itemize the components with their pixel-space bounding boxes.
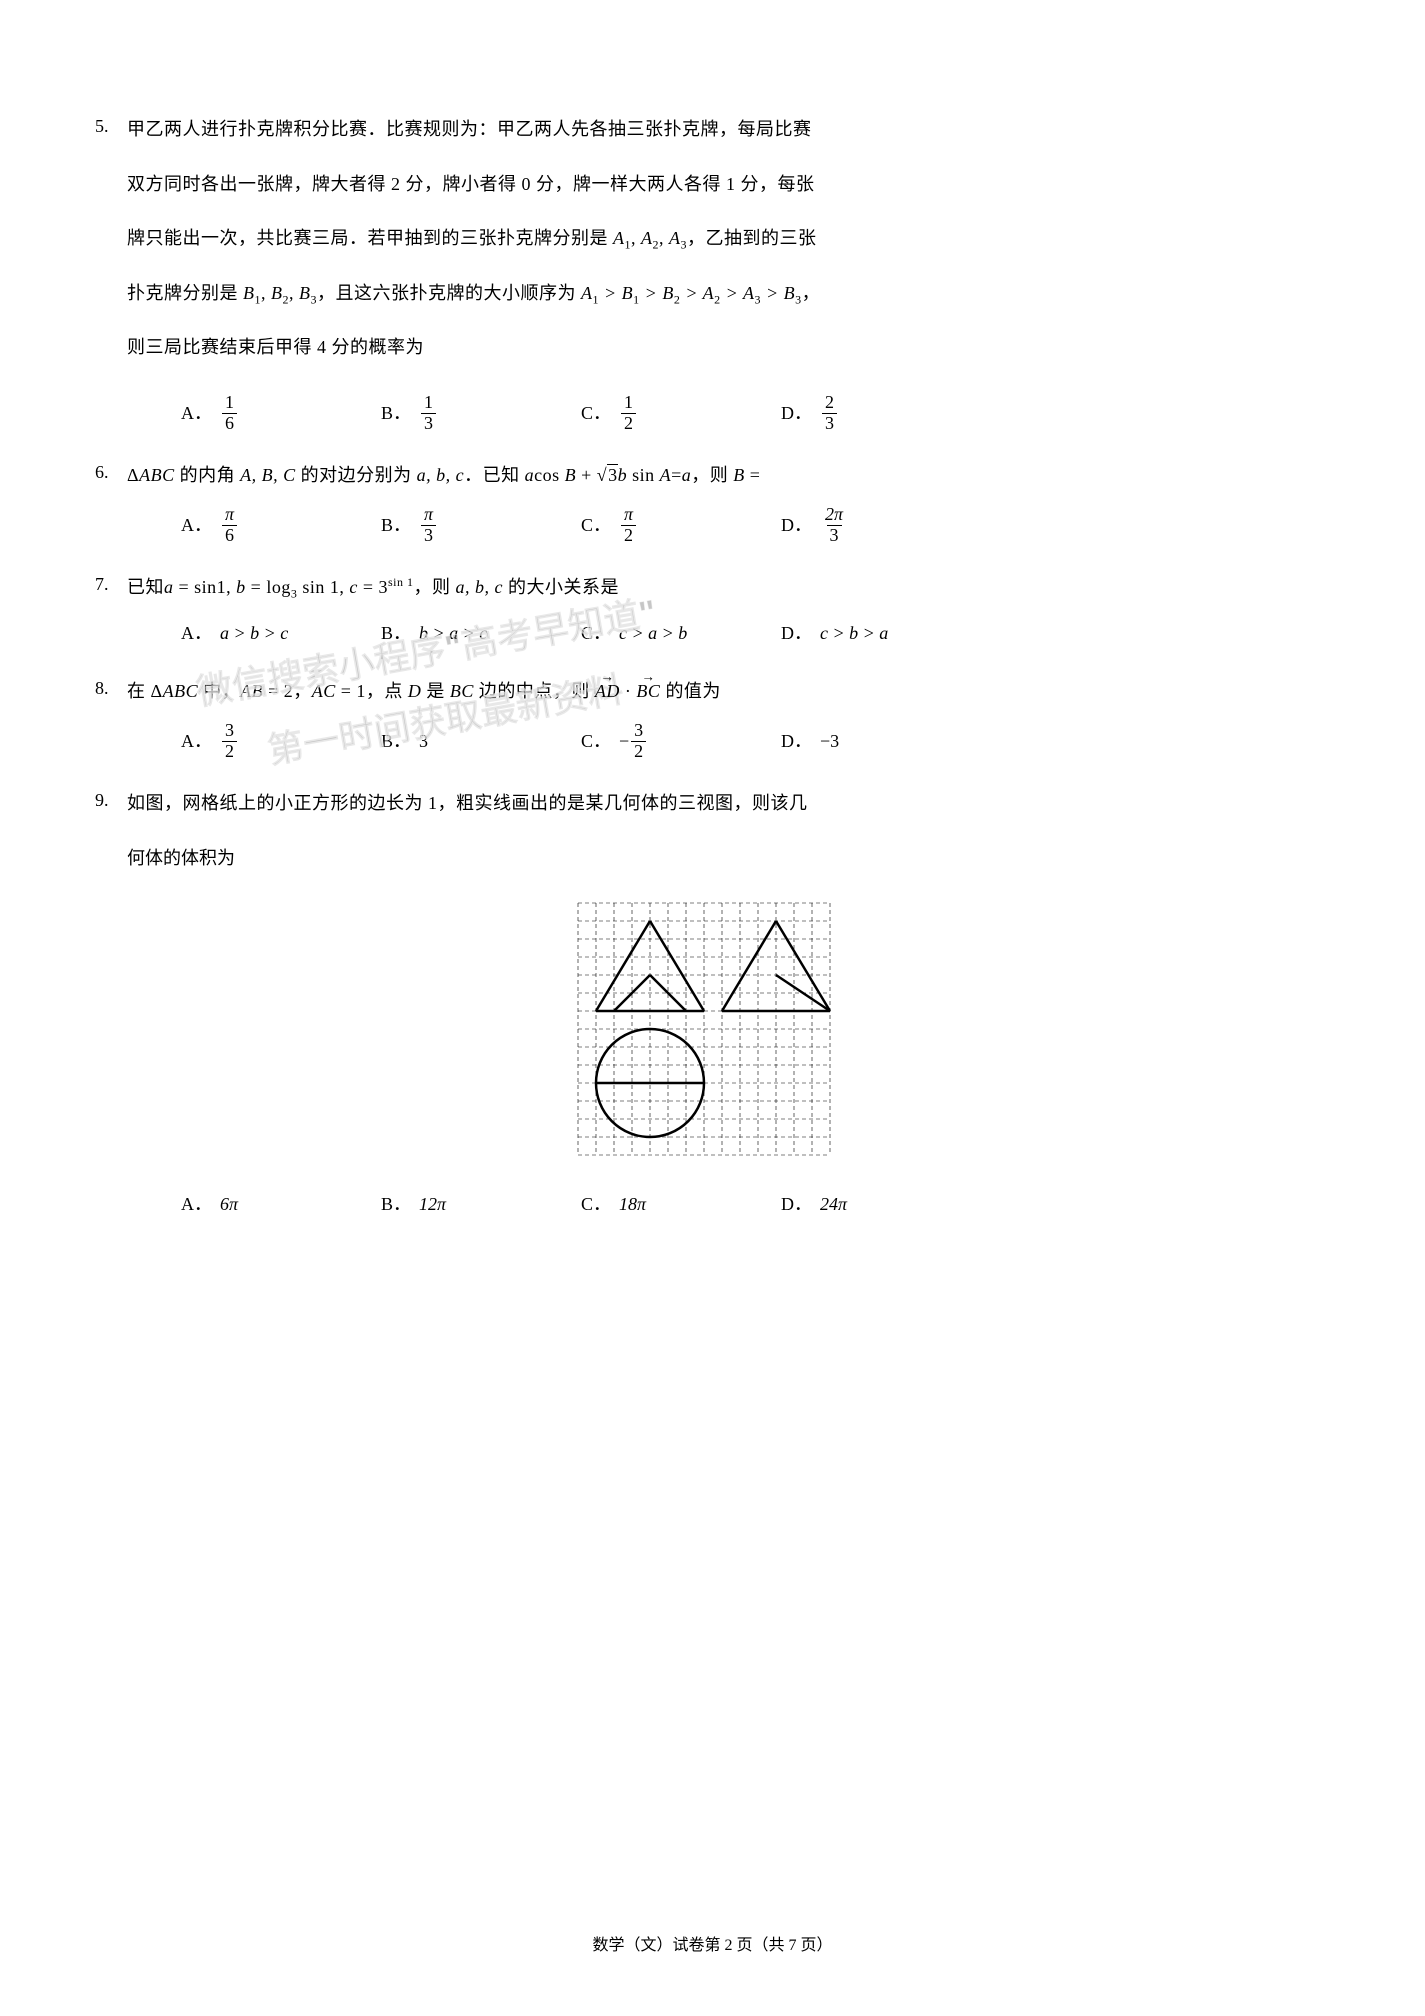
question-5: 5. 甲乙两人进行扑克牌积分比赛．比赛规则为：甲乙两人先各抽三张扑克牌，每局比赛… — [95, 110, 1330, 434]
q6-number: 6. — [95, 456, 127, 496]
q8-text: 在 ΔABC 中，AB = 2，AC = 1，点 D 是 BC 边的中点，则 A… — [127, 672, 1330, 712]
question-9: 9. 如图，网格纸上的小正方形的边长为 1，粗实线画出的是某几何体的三视图，则该… — [95, 784, 1330, 1221]
q5-options: A．16 B．13 C．12 D．23 — [95, 393, 1330, 434]
q9-options: A．6π B．12π C．18π D．24π — [95, 1188, 1330, 1220]
q5-option-b: B．13 — [381, 393, 581, 434]
q5-text: 甲乙两人进行扑克牌积分比赛．比赛规则为：甲乙两人先各抽三张扑克牌，每局比赛 双方… — [127, 110, 1330, 383]
q5-line5: 则三局比赛结束后甲得 4 分的概率为 — [127, 328, 1330, 368]
q5-option-d: D．23 — [781, 393, 839, 434]
q6-options: A．π6 B．π3 C．π2 D．2π3 — [95, 505, 1330, 546]
q9-line2: 何体的体积为 — [95, 839, 1330, 879]
q7-option-b: B．b > a > c — [381, 617, 581, 649]
q6-option-c: C．π2 — [581, 505, 781, 546]
q8-number: 8. — [95, 672, 127, 712]
q9-option-a: A．6π — [181, 1188, 381, 1220]
q8-option-c: C．−32 — [581, 721, 781, 762]
q6-option-b: B．π3 — [381, 505, 581, 546]
q5-line2: 双方同时各出一张牌，牌大者得 2 分，牌小者得 0 分，牌一样大两人各得 1 分… — [127, 165, 1330, 205]
q8-option-b: B．3 — [381, 725, 581, 757]
question-6: 6. ΔABC 的内角 A, B, C 的对边分别为 a, b, c．已知 ac… — [95, 456, 1330, 546]
q7-number: 7. — [95, 568, 127, 608]
q8-option-d: D．−3 — [781, 725, 839, 757]
q7-option-c: C．c > a > b — [581, 617, 781, 649]
q6-option-a: A．π6 — [181, 505, 381, 546]
q8-option-a: A．32 — [181, 721, 381, 762]
question-8: 8. 在 ΔABC 中，AB = 2，AC = 1，点 D 是 BC 边的中点，… — [95, 672, 1330, 762]
q8-options: A．32 B．3 C．−32 D．−3 — [95, 721, 1330, 762]
q7-option-d: D．c > b > a — [781, 617, 888, 649]
question-7: 7. 已知a = sin1, b = log3 sin 1, c = 3sin … — [95, 568, 1330, 650]
q9-option-c: C．18π — [581, 1188, 781, 1220]
q9-option-b: B．12π — [381, 1188, 581, 1220]
q7-option-a: A．a > b > c — [181, 617, 381, 649]
q9-option-d: D．24π — [781, 1188, 847, 1220]
q7-text: 已知a = sin1, b = log3 sin 1, c = 3sin 1，则… — [127, 568, 1330, 608]
q9-text: 如图，网格纸上的小正方形的边长为 1，粗实线画出的是某几何体的三视图，则该几 — [127, 784, 1330, 839]
three-views-svg — [573, 898, 853, 1168]
q5-line4: 扑克牌分别是 B1, B2, B3，且这六张扑克牌的大小顺序为 A1 > B1 … — [127, 274, 1330, 314]
q5-line1: 甲乙两人进行扑克牌积分比赛．比赛规则为：甲乙两人先各抽三张扑克牌，每局比赛 — [127, 110, 1330, 150]
q5-number: 5. — [95, 110, 127, 383]
q5-line3: 牌只能出一次，共比赛三局．若甲抽到的三张扑克牌分别是 A1, A2, A3，乙抽… — [127, 219, 1330, 259]
q6-option-d: D．2π3 — [781, 505, 848, 546]
q5-option-a: A．16 — [181, 393, 381, 434]
q6-text: ΔABC 的内角 A, B, C 的对边分别为 a, b, c．已知 acos … — [127, 456, 1330, 496]
q7-options: A．a > b > c B．b > a > c C．c > a > b D．c … — [95, 617, 1330, 649]
q9-figure — [95, 898, 1330, 1168]
q9-line1: 如图，网格纸上的小正方形的边长为 1，粗实线画出的是某几何体的三视图，则该几 — [127, 784, 1330, 824]
page-footer: 数学（文）试卷第 2 页（共 7 页） — [0, 1932, 1425, 1961]
q9-number: 9. — [95, 784, 127, 839]
page-container: 微信搜索小程序"高考早知道" 第一时间获取最新资料 5. 甲乙两人进行扑克牌积分… — [0, 0, 1425, 2016]
q5-option-c: C．12 — [581, 393, 781, 434]
